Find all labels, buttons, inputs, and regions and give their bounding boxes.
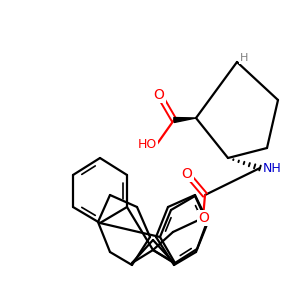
Text: NH: NH xyxy=(262,161,281,175)
Text: H: H xyxy=(240,53,248,63)
Text: O: O xyxy=(182,167,192,181)
Text: HO: HO xyxy=(137,137,157,151)
Text: O: O xyxy=(199,211,209,225)
Polygon shape xyxy=(174,118,196,122)
Text: O: O xyxy=(154,88,164,102)
